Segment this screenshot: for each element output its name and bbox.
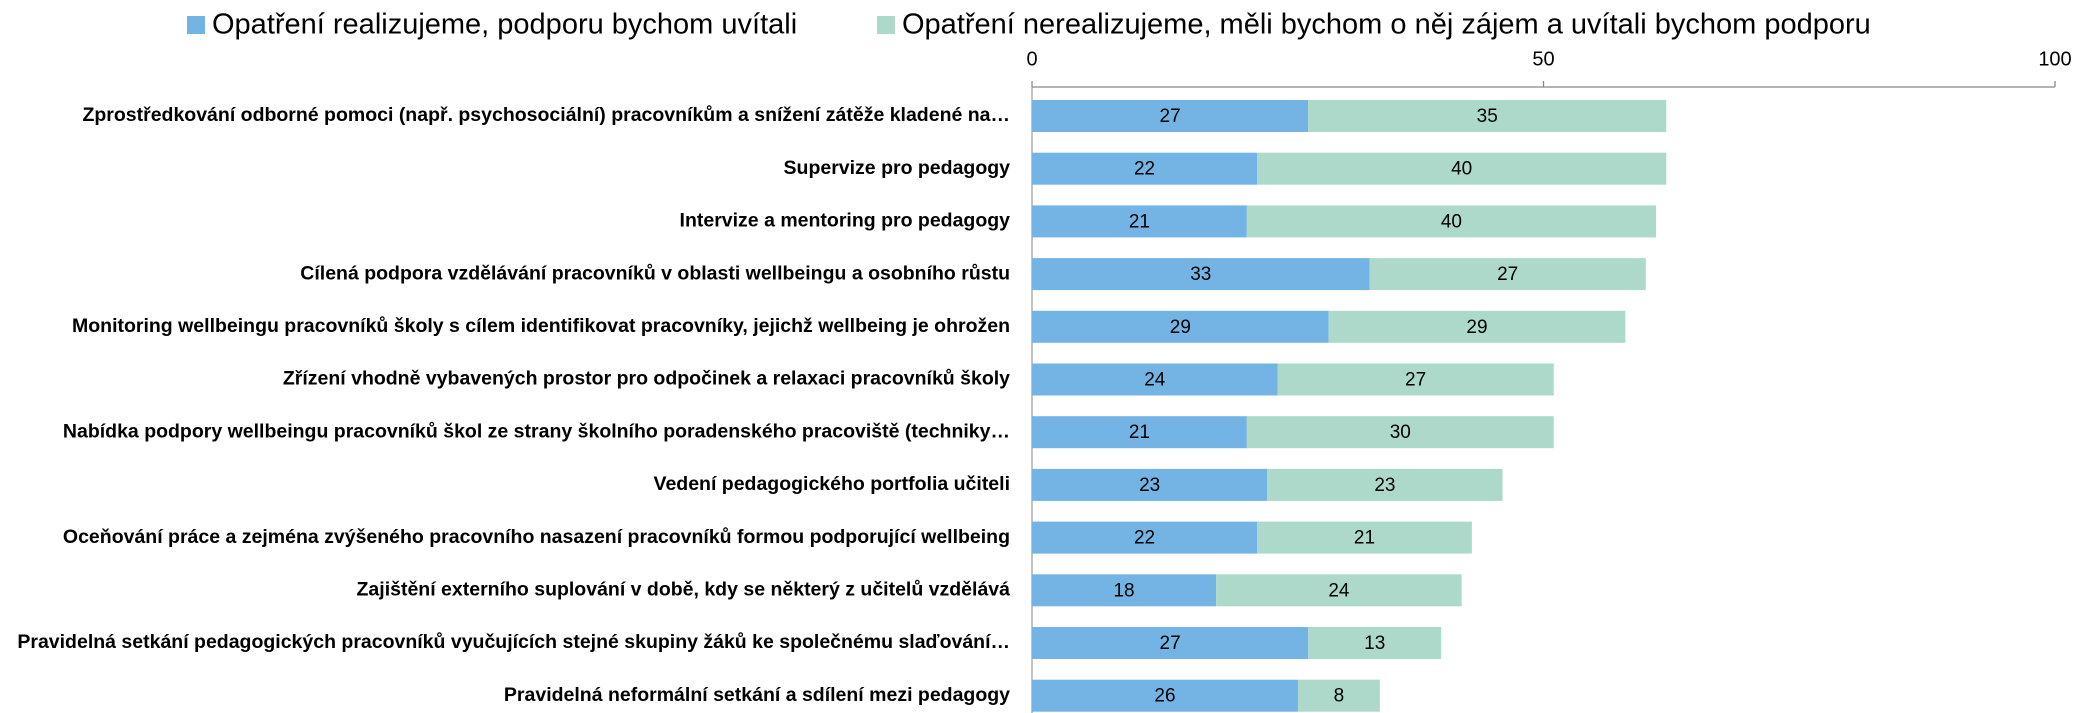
data-label: 27 <box>1497 264 1518 285</box>
data-label: 24 <box>1144 370 1166 391</box>
category-label: Nabídka podpory wellbeingu pracovníků šk… <box>63 420 1010 442</box>
bar-segment <box>1297 679 1380 712</box>
bar-segment <box>1032 258 1370 291</box>
category-label: Zajištění externího suplování v době, kd… <box>357 578 1011 600</box>
x-tick-label: 50 <box>1532 48 1554 70</box>
data-label: 35 <box>1477 106 1498 127</box>
bar-segment <box>1369 258 1646 291</box>
bar-segment <box>1032 363 1278 396</box>
data-label: 40 <box>1451 159 1472 180</box>
category-label: Zřízení vhodně vybavených prostor pro od… <box>283 368 1010 390</box>
category-label: Monitoring wellbeingu pracovníků školy s… <box>72 315 1010 337</box>
category-label: Vedení pedagogického portfolia učiteli <box>654 473 1010 495</box>
bar-segment <box>1032 152 1258 185</box>
x-tick-label: 0 <box>1026 48 1037 70</box>
data-label: 13 <box>1364 633 1385 654</box>
legend-label: Opatření realizujeme, podporu bychom uví… <box>212 9 797 41</box>
data-label: 27 <box>1160 106 1181 127</box>
data-label: 29 <box>1170 317 1191 338</box>
data-label: 33 <box>1190 264 1211 285</box>
bar-segment <box>1328 310 1626 343</box>
bar-segment <box>1246 416 1554 449</box>
data-label: 21 <box>1129 211 1150 232</box>
data-label: 21 <box>1129 422 1150 443</box>
category-label: Cílená podpora vzdělávání pracovníků v o… <box>300 262 1010 284</box>
data-label: 22 <box>1134 528 1155 549</box>
bar-segment <box>1032 627 1309 659</box>
data-label: 22 <box>1134 159 1155 180</box>
category-label: Zprostředkování odborné pomoci (např. ps… <box>82 104 1010 126</box>
bar-segment <box>1267 468 1503 501</box>
data-label: 26 <box>1154 686 1175 707</box>
category-label: Supervize pro pedagogy <box>784 157 1011 179</box>
data-label: 27 <box>1160 633 1181 654</box>
data-label: 40 <box>1441 211 1462 232</box>
data-label: 18 <box>1113 580 1134 601</box>
category-label: Intervize a mentoring pro pedagogy <box>680 210 1011 232</box>
data-label: 24 <box>1328 580 1350 601</box>
data-label: 23 <box>1139 475 1160 496</box>
bar-segment <box>1246 205 1657 238</box>
bar-segment <box>1032 205 1247 238</box>
bar-segment <box>1032 468 1268 501</box>
legend-swatch <box>187 16 205 34</box>
bar-segment <box>1032 416 1247 449</box>
category-label: Oceňování práce a zejména zvýšeného prac… <box>63 526 1010 548</box>
category-label: Pravidelná neformální setkání a sdílení … <box>504 684 1010 706</box>
legend-label: Opatření nerealizujeme, měli bychom o ně… <box>902 9 1871 41</box>
bar-segment <box>1216 574 1462 607</box>
bar-segment <box>1257 521 1472 554</box>
bar-segment <box>1308 100 1667 132</box>
category-label: Pravidelná setkání pedagogických pracovn… <box>17 631 1010 653</box>
data-label: 29 <box>1466 317 1487 338</box>
bar-segment <box>1032 679 1298 712</box>
bar-segment <box>1308 627 1442 659</box>
bar-segment <box>1032 100 1309 132</box>
bar-segment <box>1032 310 1329 343</box>
bar-segment <box>1032 574 1217 607</box>
legend-swatch <box>877 16 895 34</box>
data-label: 21 <box>1354 528 1375 549</box>
x-tick-label: 100 <box>2038 48 2071 70</box>
bar-segment <box>1257 152 1667 185</box>
data-label: 23 <box>1374 475 1395 496</box>
data-label: 8 <box>1334 686 1345 707</box>
bar-segment <box>1277 363 1554 396</box>
data-label: 30 <box>1390 422 1411 443</box>
data-label: 27 <box>1405 370 1426 391</box>
bar-segment <box>1032 521 1258 554</box>
